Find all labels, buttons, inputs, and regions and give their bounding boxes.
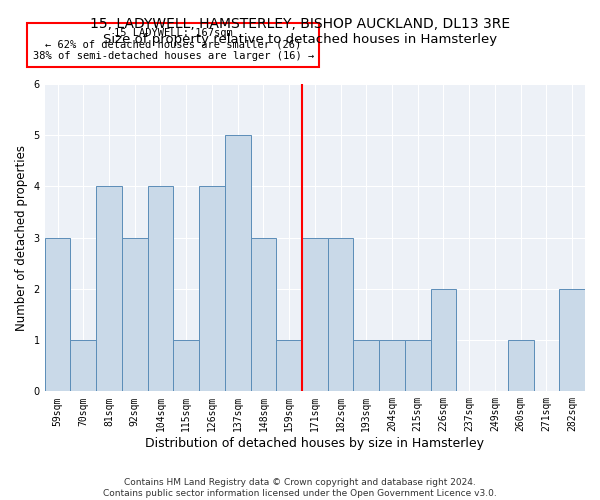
Bar xyxy=(302,238,328,392)
Bar xyxy=(96,186,122,392)
X-axis label: Distribution of detached houses by size in Hamsterley: Distribution of detached houses by size … xyxy=(145,437,484,450)
Bar xyxy=(70,340,96,392)
Bar xyxy=(276,340,302,392)
Y-axis label: Number of detached properties: Number of detached properties xyxy=(15,144,28,330)
Bar xyxy=(431,289,457,392)
Bar xyxy=(353,340,379,392)
Bar xyxy=(173,340,199,392)
Text: Size of property relative to detached houses in Hamsterley: Size of property relative to detached ho… xyxy=(103,32,497,46)
Bar xyxy=(44,238,70,392)
Bar xyxy=(508,340,533,392)
Text: 15 LADYWELL: 167sqm
← 62% of detached houses are smaller (26)
38% of semi-detach: 15 LADYWELL: 167sqm ← 62% of detached ho… xyxy=(32,28,314,62)
Bar xyxy=(328,238,353,392)
Bar xyxy=(559,289,585,392)
Bar xyxy=(122,238,148,392)
Bar xyxy=(251,238,276,392)
Bar xyxy=(199,186,225,392)
Bar xyxy=(148,186,173,392)
Bar xyxy=(405,340,431,392)
Bar xyxy=(379,340,405,392)
Text: Contains HM Land Registry data © Crown copyright and database right 2024.
Contai: Contains HM Land Registry data © Crown c… xyxy=(103,478,497,498)
Bar xyxy=(225,135,251,392)
Text: 15, LADYWELL, HAMSTERLEY, BISHOP AUCKLAND, DL13 3RE: 15, LADYWELL, HAMSTERLEY, BISHOP AUCKLAN… xyxy=(90,18,510,32)
